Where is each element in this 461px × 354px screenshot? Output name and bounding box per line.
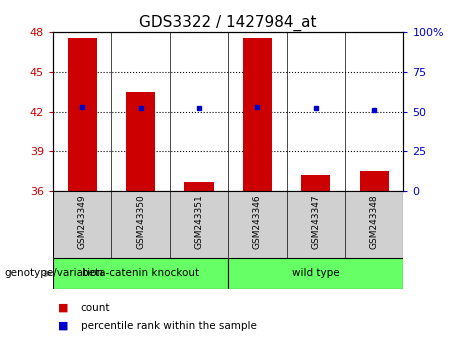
Text: GSM243349: GSM243349 — [78, 195, 87, 249]
Text: count: count — [81, 303, 110, 313]
Text: GSM243351: GSM243351 — [195, 195, 203, 249]
Text: GSM243348: GSM243348 — [370, 195, 378, 249]
Bar — [68, 39, 97, 191]
Bar — [243, 39, 272, 191]
Text: wild type: wild type — [292, 268, 340, 279]
Text: ■: ■ — [58, 321, 68, 331]
Bar — [301, 175, 331, 191]
Text: GSM243346: GSM243346 — [253, 195, 262, 249]
Text: beta-catenin knockout: beta-catenin knockout — [82, 268, 199, 279]
Text: percentile rank within the sample: percentile rank within the sample — [81, 321, 257, 331]
Title: GDS3322 / 1427984_at: GDS3322 / 1427984_at — [139, 14, 317, 30]
Bar — [126, 92, 155, 191]
Text: GSM243347: GSM243347 — [311, 195, 320, 249]
Bar — [184, 182, 213, 191]
Bar — [53, 258, 228, 289]
Text: ■: ■ — [58, 303, 68, 313]
Text: GSM243350: GSM243350 — [136, 195, 145, 249]
Bar — [360, 171, 389, 191]
Bar — [228, 258, 403, 289]
Text: genotype/variation: genotype/variation — [5, 268, 104, 279]
